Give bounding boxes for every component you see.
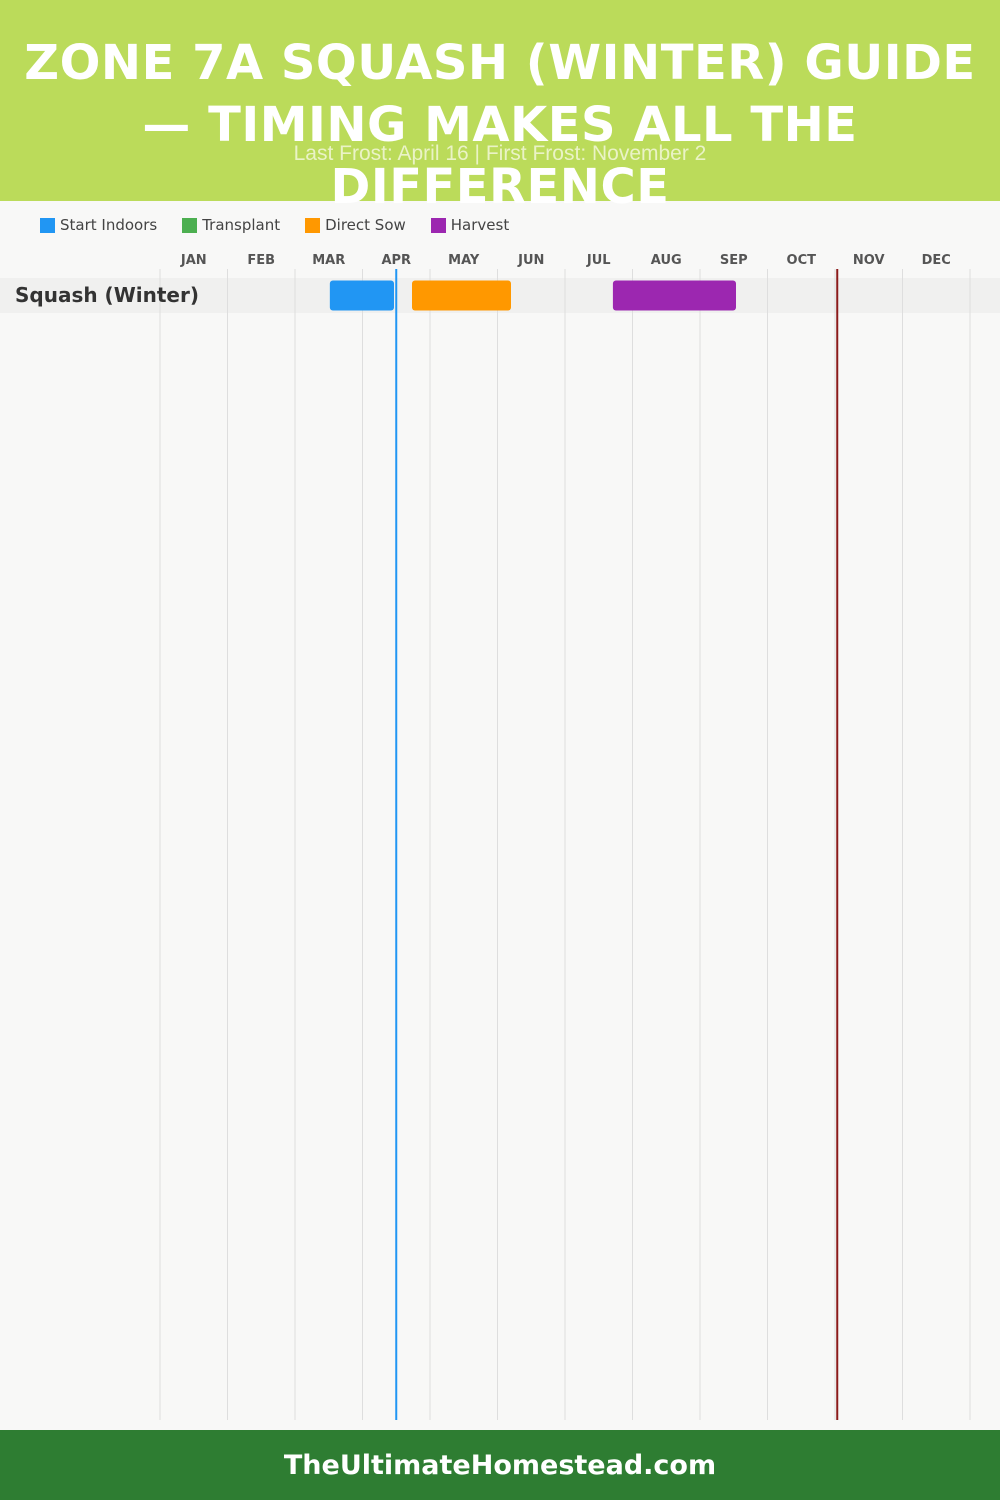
- bar-start-indoors: [329, 280, 394, 311]
- legend-swatch-start-indoors: [40, 217, 55, 233]
- month-tick-label: JAN: [180, 253, 207, 268]
- legend-label: Direct Sow: [325, 216, 406, 234]
- month-tick-label: NOV: [853, 253, 885, 268]
- bar-direct-sow: [412, 280, 511, 311]
- month-tick-label: DEC: [922, 253, 951, 268]
- footer-banner: TheUltimateHomestead.com: [0, 1430, 1000, 1500]
- month-tick-label: MAR: [312, 253, 345, 268]
- legend: Start Indoors Transplant Direct Sow Harv…: [40, 214, 534, 236]
- row-label: Squash (Winter): [15, 283, 199, 307]
- bar-harvest: [612, 280, 736, 311]
- legend-swatch-direct-sow: [305, 217, 321, 233]
- month-tick-label: FEB: [247, 253, 275, 268]
- legend-label: Transplant: [202, 216, 281, 234]
- page-title: ZONE 7A SQUASH (WINTER) GUIDE — TIMING M…: [24, 35, 976, 215]
- frost-dates-subtitle: Last Frost: April 16 | First Frost: Nove…: [293, 142, 707, 165]
- legend-item-direct-sow: Direct Sow: [305, 216, 406, 234]
- month-tick-label: SEP: [720, 253, 748, 268]
- legend-item-start-indoors: Start Indoors: [40, 216, 157, 234]
- month-tick-label: OCT: [787, 253, 817, 268]
- month-tick-label: AUG: [651, 253, 682, 268]
- legend-swatch-transplant: [182, 217, 198, 233]
- legend-item-harvest: Harvest: [430, 216, 510, 234]
- legend-label: Start Indoors: [60, 216, 158, 234]
- legend-label: Harvest: [450, 216, 510, 234]
- chart-canvas: JAN FEB MAR APR MAY JUN JUL AUG SEP OCT NOV DEC Squa…: [0, 253, 1000, 1420]
- header-banner: ZONE 7A SQUASH (WINTER) GUIDE — TIMING M…: [0, 0, 1000, 215]
- month-tick-label: JUL: [586, 253, 611, 268]
- site-link[interactable]: TheUltimateHomestead.com: [283, 1449, 717, 1481]
- month-tick-label: JUN: [517, 253, 544, 268]
- month-tick-label: MAY: [448, 253, 480, 268]
- month-tick-label: APR: [381, 253, 411, 268]
- planting-chart: JAN FEB MAR APR MAY JUN JUL AUG SEP OCT NOV DEC Squa…: [0, 201, 1000, 1430]
- legend-item-transplant: Transplant: [182, 216, 280, 234]
- legend-swatch-harvest: [430, 217, 446, 233]
